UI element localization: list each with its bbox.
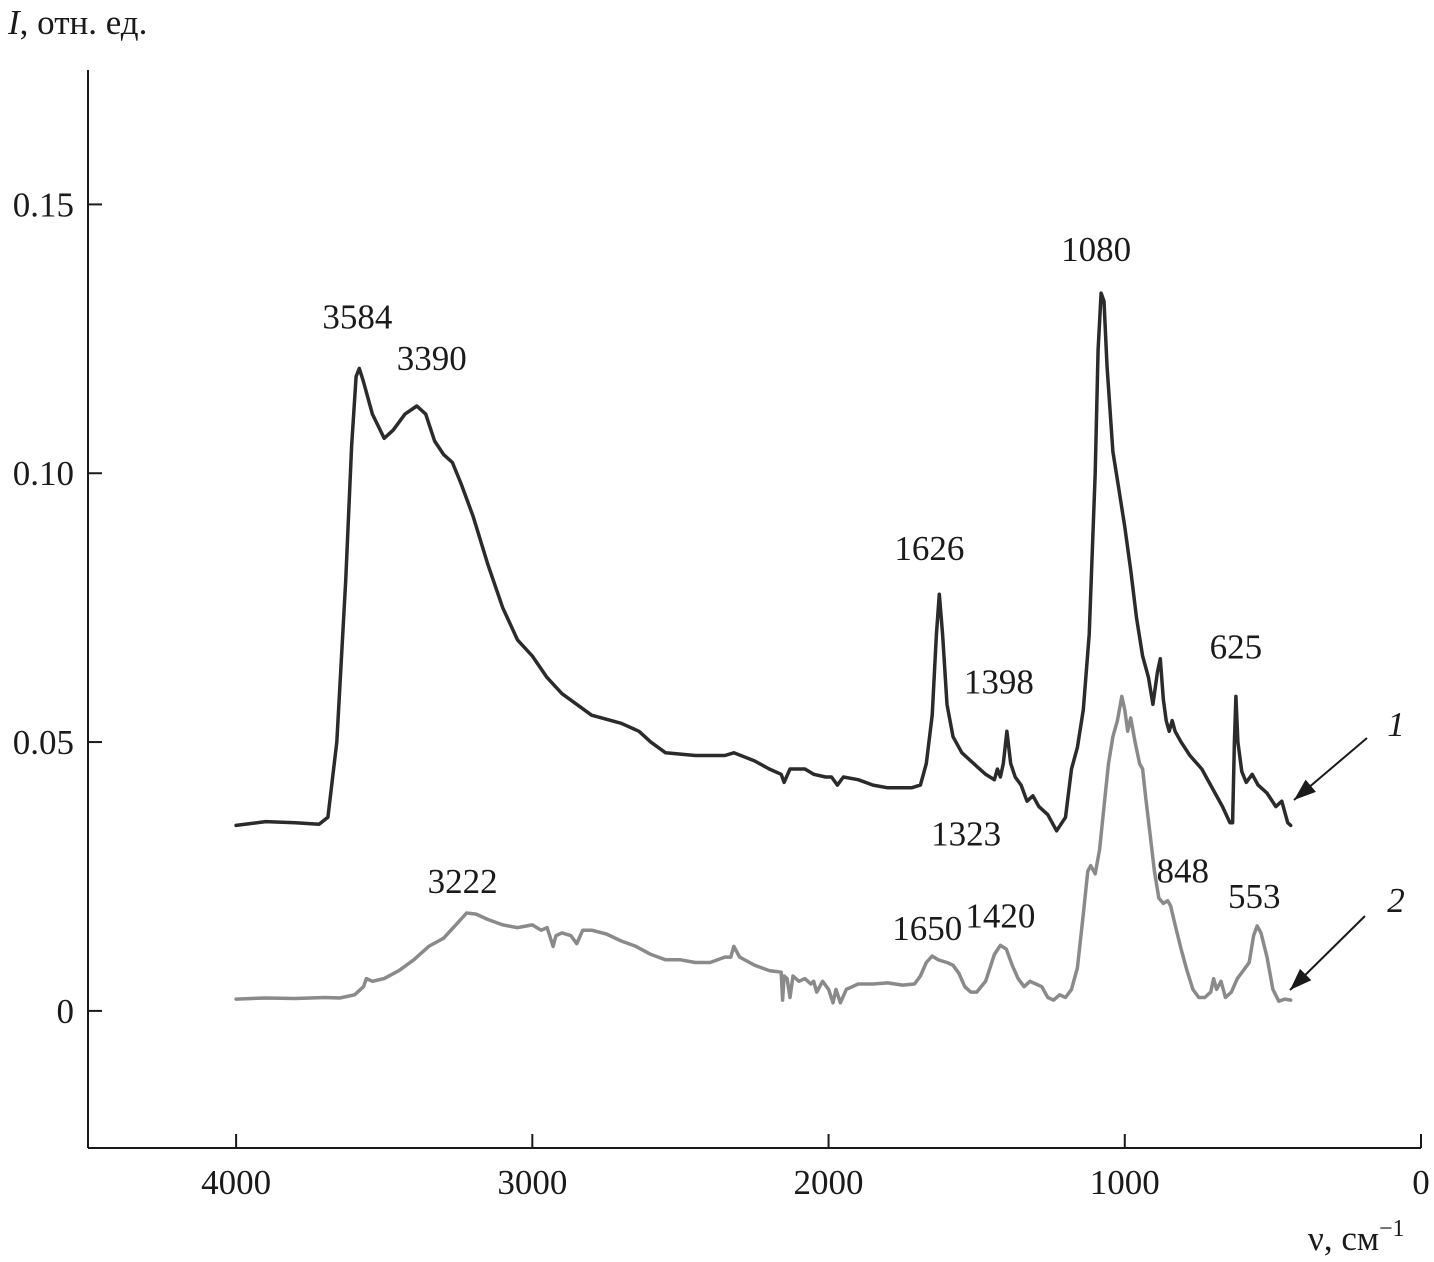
series-1-line — [234, 291, 1293, 833]
y-axis-title: I, отн. ед. — [7, 3, 147, 42]
x-axis-title-sup: −1 — [1379, 1216, 1405, 1242]
series-layer — [234, 291, 1293, 1005]
x-axis-title-main: ν, см — [1308, 1219, 1379, 1258]
x-tick-label: 1000 — [1090, 1163, 1160, 1202]
x-tick-label: 4000 — [201, 1163, 271, 1202]
x-ticks: 4000 3000 2000 1000 0 — [201, 1134, 1430, 1202]
peak-label: 1420 — [965, 896, 1035, 935]
series-2-line — [234, 694, 1293, 1005]
peak-label: 553 — [1228, 877, 1281, 916]
curve-1-arrow-head — [1294, 779, 1316, 800]
peak-label: 625 — [1210, 627, 1263, 666]
peak-label: 3222 — [428, 862, 498, 901]
curve-labels: 12 — [1289, 705, 1405, 991]
curve-2-arrow-head — [1290, 968, 1312, 990]
y-tick-label: 0.10 — [13, 454, 74, 493]
peak-label: 848 — [1157, 852, 1210, 891]
x-axis-title: ν, см−1 — [1308, 1216, 1405, 1258]
y-ticks: 0 0.05 0.10 0.15 — [13, 185, 102, 1031]
x-tick-label: 2000 — [794, 1163, 864, 1202]
peak-label: 3584 — [322, 297, 392, 336]
peak-label: 3390 — [397, 339, 467, 378]
peak-label: 1626 — [894, 529, 964, 568]
y-tick-label: 0.05 — [13, 723, 74, 762]
curve-2-label: 2 — [1387, 881, 1405, 920]
y-axis-unit: , отн. ед. — [20, 3, 148, 42]
y-tick-label: 0.15 — [13, 185, 74, 224]
y-axis-symbol: I — [7, 3, 22, 42]
curve-1-label: 1 — [1387, 705, 1405, 744]
peak-label: 1650 — [892, 909, 962, 948]
peak-label: 1080 — [1061, 230, 1131, 269]
x-tick-label: 0 — [1412, 1163, 1430, 1202]
axes — [87, 70, 1421, 1149]
peak-label: 1323 — [931, 815, 1001, 854]
x-tick-label: 3000 — [497, 1163, 567, 1202]
peak-label: 1398 — [964, 662, 1034, 701]
y-tick-label: 0 — [57, 992, 75, 1031]
